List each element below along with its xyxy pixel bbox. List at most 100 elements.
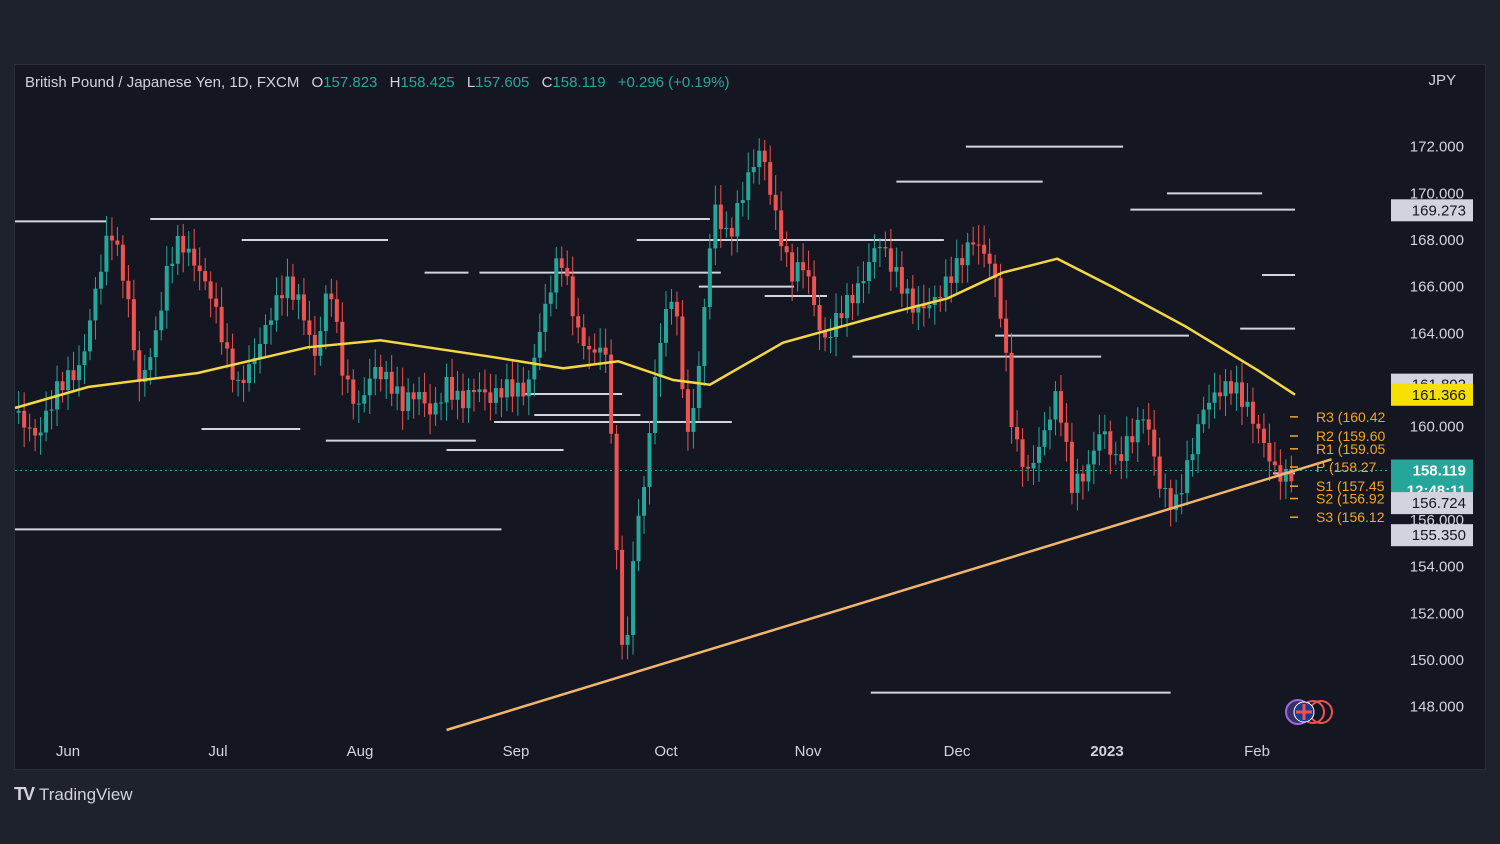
tradingview-brand[interactable]: TV TradingView	[14, 784, 133, 805]
chart-header: British Pound / Japanese Yen, 1D, FXCM O…	[25, 74, 729, 91]
brand-name: TradingView	[39, 784, 133, 804]
candle-body	[389, 371, 394, 394]
candle-body	[921, 304, 926, 309]
candle-body	[691, 407, 696, 432]
candle-body	[1185, 460, 1190, 494]
candle-body	[609, 354, 614, 434]
candle-body	[554, 258, 559, 293]
change-value: +0.296 (+0.19%)	[617, 74, 730, 91]
candle-body	[971, 242, 976, 245]
candle-body	[340, 321, 345, 376]
candle-body	[263, 324, 268, 344]
moving-average	[14, 257, 1296, 410]
candle-body	[532, 357, 537, 380]
candle-body	[181, 235, 186, 253]
candle-body	[779, 210, 784, 247]
candle-body	[1289, 468, 1294, 482]
candle-body	[33, 427, 38, 436]
candle-body	[674, 301, 679, 317]
candle-body	[406, 392, 411, 412]
candle-body	[16, 410, 21, 413]
candle-body	[98, 271, 103, 289]
candle-body	[219, 306, 224, 343]
open-label: O	[311, 74, 324, 91]
price-label: 155.350	[1412, 527, 1466, 544]
x-tick-label: Jun	[56, 743, 80, 760]
y-tick-label: 170.000	[1410, 185, 1464, 202]
x-tick-label: Feb	[1244, 743, 1270, 760]
support-resistance-lines	[15, 145, 1390, 694]
candle-body	[729, 227, 734, 237]
candle-body	[576, 316, 581, 328]
candle-body	[461, 390, 465, 409]
candle-body	[790, 252, 795, 282]
candle-body	[428, 403, 433, 415]
candle-body	[658, 342, 663, 378]
candle-body	[598, 347, 603, 353]
candle-body	[707, 248, 712, 307]
candle-body	[186, 248, 191, 253]
price-label: 169.273	[1412, 202, 1466, 219]
candle-body	[77, 365, 81, 381]
flag-icons[interactable]	[1285, 699, 1333, 725]
candle-body	[22, 410, 27, 428]
moving-average-line	[14, 257, 1296, 410]
candle-body	[44, 410, 49, 433]
candle-body	[1152, 429, 1157, 457]
candle-body	[768, 162, 773, 195]
x-tick-label: 2023	[1090, 743, 1123, 760]
candle-body	[1283, 468, 1288, 482]
trendline	[446, 458, 1332, 732]
candle-body	[1179, 493, 1184, 495]
candle-body	[444, 376, 449, 403]
candle-body	[987, 253, 992, 264]
candle-body	[466, 390, 471, 409]
currency-label: JPY	[1428, 72, 1456, 89]
candle-body	[631, 561, 636, 635]
price-axis: 148.000150.000152.000154.000156.000158.0…	[1410, 139, 1464, 716]
candle-body	[142, 370, 147, 382]
candle-body	[669, 301, 674, 309]
candle-body	[1201, 409, 1206, 425]
y-tick-label: 148.000	[1410, 699, 1464, 716]
y-tick-label: 172.000	[1410, 139, 1464, 156]
candle-body	[696, 365, 701, 408]
candle-body	[1091, 450, 1096, 465]
x-tick-label: Dec	[944, 743, 971, 760]
candle-body	[685, 389, 690, 432]
candle-body	[1212, 392, 1217, 403]
candle-body	[1223, 381, 1228, 397]
candle-body	[225, 342, 230, 349]
candle-body	[927, 305, 932, 309]
candle-body	[1245, 401, 1250, 407]
x-tick-label: Aug	[347, 743, 374, 760]
candle-body	[450, 376, 455, 400]
candle-body	[301, 294, 306, 321]
candle-body	[954, 258, 959, 283]
candle-body	[66, 370, 71, 391]
candle-body	[1113, 454, 1118, 456]
candle-body	[104, 235, 109, 272]
candle-body	[1196, 424, 1201, 455]
candle-body	[1086, 464, 1091, 482]
candle-body	[1020, 439, 1025, 467]
candle-body	[159, 310, 164, 331]
candle-body	[823, 330, 828, 338]
candle-body	[817, 305, 822, 331]
candle-body	[1239, 382, 1244, 407]
candle-body	[1141, 419, 1146, 421]
candle-body	[850, 294, 855, 304]
candle-body	[965, 242, 970, 266]
candle-body	[910, 288, 915, 313]
candle-body	[762, 150, 767, 163]
price-label-box	[1391, 492, 1473, 515]
candle-body	[757, 150, 762, 168]
candle-body	[1168, 487, 1173, 510]
high-label: H	[389, 74, 401, 91]
candle-body	[1135, 419, 1140, 443]
candle-body	[877, 247, 882, 249]
y-tick-label: 168.000	[1410, 232, 1464, 249]
candle-body	[916, 304, 921, 313]
